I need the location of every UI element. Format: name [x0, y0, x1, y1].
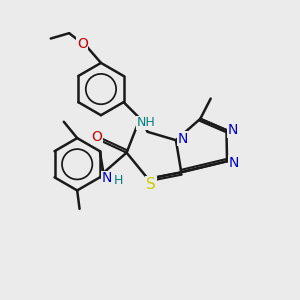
Text: NH: NH [137, 116, 156, 130]
Text: H: H [114, 173, 124, 187]
Text: O: O [92, 130, 102, 144]
Text: S: S [146, 177, 156, 192]
Text: N: N [102, 171, 112, 185]
Text: O: O [77, 38, 88, 52]
Text: N: N [177, 132, 188, 146]
Text: N: N [228, 123, 238, 137]
Text: N: N [228, 156, 239, 170]
